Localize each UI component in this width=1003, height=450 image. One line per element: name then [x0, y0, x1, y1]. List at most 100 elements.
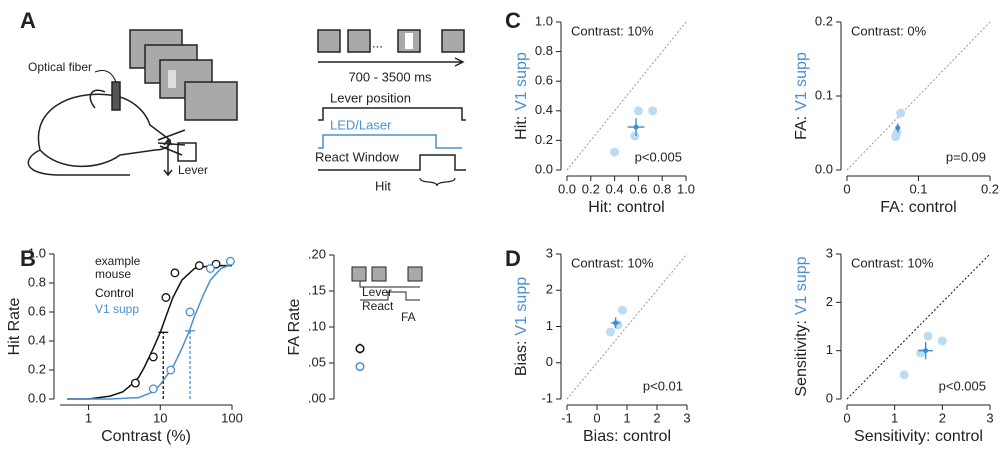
y-axis-label-part: V1 supp: [793, 256, 810, 315]
data-point: [211, 259, 221, 269]
x-tick-label: 100: [221, 410, 243, 425]
diagram-label: ...: [372, 35, 383, 50]
axes: 0.0 0.1 0.2 0 0.1 0.2 FA: control FA: V1 supp: [793, 13, 999, 216]
y-axis-label-part: Sensitivity:: [793, 320, 810, 396]
diagram-label: React Window: [315, 149, 399, 164]
data-point: [355, 362, 365, 372]
y-tick-label: 0: [546, 354, 553, 369]
inset-label: Lever: [362, 285, 392, 299]
x-axis-label: Bias: control: [583, 428, 671, 445]
data-point: [633, 106, 643, 116]
x-tick-label: 1: [85, 410, 92, 425]
data-point: [130, 378, 140, 388]
x-tick-label: 0.2: [582, 181, 600, 196]
y-axis-label-part: V1 supp: [513, 277, 530, 336]
data-point: [170, 268, 180, 278]
y-axis-label-part: Hit:: [513, 116, 530, 140]
y-axis-label-part: V1 supp: [793, 52, 810, 111]
y-tick-label: 0.0: [815, 161, 833, 176]
data-point: [166, 365, 176, 375]
y-axis-label-part: V1 supp: [513, 52, 530, 111]
x-axis-label: Hit: control: [588, 199, 664, 216]
x-tick-label: 3: [683, 410, 690, 425]
y-axis-label: FA: V1 supp: [793, 52, 810, 140]
data-point: [923, 331, 933, 341]
diagram-label: 700 - 3500 ms: [348, 69, 432, 84]
p-value: p<0.01: [643, 378, 683, 393]
legend-entry: V1 supp: [95, 302, 139, 316]
diagram-label: LED/Laser: [330, 117, 392, 132]
x-tick-label: 0.2: [981, 181, 999, 196]
x-tick-label: 0: [843, 410, 850, 425]
data-point: [194, 261, 204, 271]
y-tick-label: 0.2: [815, 13, 833, 28]
x-axis-label: Contrast (%): [101, 428, 191, 445]
y-tick-label: .00: [308, 390, 326, 405]
y-axis-label: Sensitivity: V1 supp: [793, 256, 810, 396]
inset-label: FA: [401, 310, 416, 324]
identity-line: [846, 253, 991, 400]
data-point: [618, 305, 627, 315]
panel-label: A: [20, 8, 36, 33]
diagram-label: Lever position: [330, 90, 411, 105]
y-axis-label: FA Rate: [286, 298, 303, 355]
y-tick-label: 0.4: [535, 102, 553, 117]
panel-label: D: [505, 246, 521, 271]
annotation: Contrast: 10%: [851, 255, 934, 270]
data-point: [606, 327, 615, 337]
identity-line: [566, 21, 687, 171]
y-tick-label: 0: [826, 390, 833, 405]
inset-label: React: [362, 299, 394, 313]
y-tick-label: 0.8: [28, 274, 46, 289]
y-tick-label: 1: [826, 342, 833, 357]
data-point: [161, 293, 171, 302]
data-point: [355, 344, 365, 354]
mean-point: [633, 124, 639, 130]
x-tick-label: 10: [153, 410, 167, 425]
y-tick-label: .10: [308, 318, 326, 333]
panel-label: C: [505, 8, 521, 33]
data-point: [892, 128, 902, 138]
p-value: p=0.09: [946, 149, 986, 164]
y-tick-label: .20: [308, 246, 326, 261]
data-point: [610, 147, 620, 157]
x-tick-label: 3: [986, 410, 993, 425]
y-tick-label: 3: [546, 245, 553, 260]
x-tick-label: -1: [561, 410, 573, 425]
x-tick-label: 2: [653, 410, 660, 425]
diagram-label: Optical fiber: [28, 60, 92, 74]
y-tick-label: 1.0: [28, 245, 46, 260]
x-axis-label: Sensitivity: control: [854, 428, 983, 445]
x-tick-label: 0: [843, 181, 850, 196]
fit-curve: [67, 263, 233, 400]
annotation: Contrast: 10%: [571, 255, 654, 270]
data-point: [937, 336, 947, 346]
p-value: p<0.005: [635, 149, 682, 164]
x-tick-label: 1: [891, 410, 898, 425]
data-point: [148, 384, 158, 394]
data-point: [225, 256, 235, 266]
y-tick-label: 3: [826, 245, 833, 260]
axes: -1 0 1 2 3 -1 0 1 2 3 Bias: control Bias: V1 supp: [513, 245, 690, 445]
panel-label: B: [20, 246, 36, 271]
y-tick-label: 0.6: [28, 303, 46, 318]
y-tick-label: 0.0: [28, 390, 46, 405]
y-tick-label: 1.0: [535, 13, 553, 28]
x-tick-label: 1.0: [677, 181, 695, 196]
mouse-diagram: [27, 29, 466, 301]
identity-line: [846, 21, 991, 171]
x-tick-label: 2: [939, 410, 946, 425]
x-axis-label: FA: control: [880, 199, 956, 216]
y-tick-label: .15: [308, 282, 326, 297]
annotation: Contrast: 0%: [851, 23, 927, 38]
x-tick-label: 0.4: [606, 181, 624, 196]
mean-point: [923, 348, 929, 354]
y-tick-label: 2: [826, 294, 833, 309]
y-axis-label: Hit Rate: [6, 298, 23, 356]
y-axis-label-part: FA:: [793, 116, 810, 140]
axes: 0.0 0.2 0.4 0.6 0.8 1.0 0.0 0.2 0.4 0.6 0.8 1.0 Hit:…: [513, 13, 695, 216]
data-point: [205, 264, 215, 273]
y-tick-label: 0.0: [535, 161, 553, 176]
